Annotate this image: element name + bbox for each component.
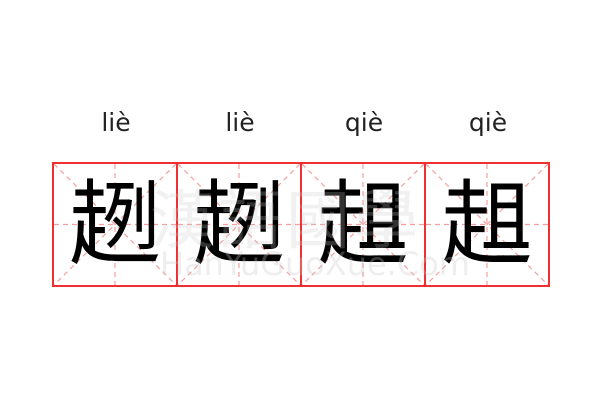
guide-lines-icon <box>302 164 424 285</box>
pinyin-4: qiè <box>468 108 508 137</box>
character-grid: 趔 趔 趄 趄 <box>52 162 550 287</box>
pinyin-1: liè <box>101 108 131 137</box>
grid-cell: 趄 <box>300 162 426 287</box>
character: 趔 <box>68 171 161 278</box>
pinyin-2: liè <box>225 108 255 137</box>
grid-cell: 趔 <box>176 162 302 287</box>
character: 趄 <box>316 171 409 278</box>
guide-lines-icon <box>178 164 300 285</box>
character: 趔 <box>192 171 285 278</box>
grid-cell: 趄 <box>424 162 550 287</box>
guide-lines-icon <box>54 164 176 285</box>
guide-lines-icon <box>426 164 548 285</box>
pinyin-3: qiè <box>344 108 384 137</box>
character: 趄 <box>440 171 533 278</box>
grid-cell: 趔 <box>52 162 178 287</box>
